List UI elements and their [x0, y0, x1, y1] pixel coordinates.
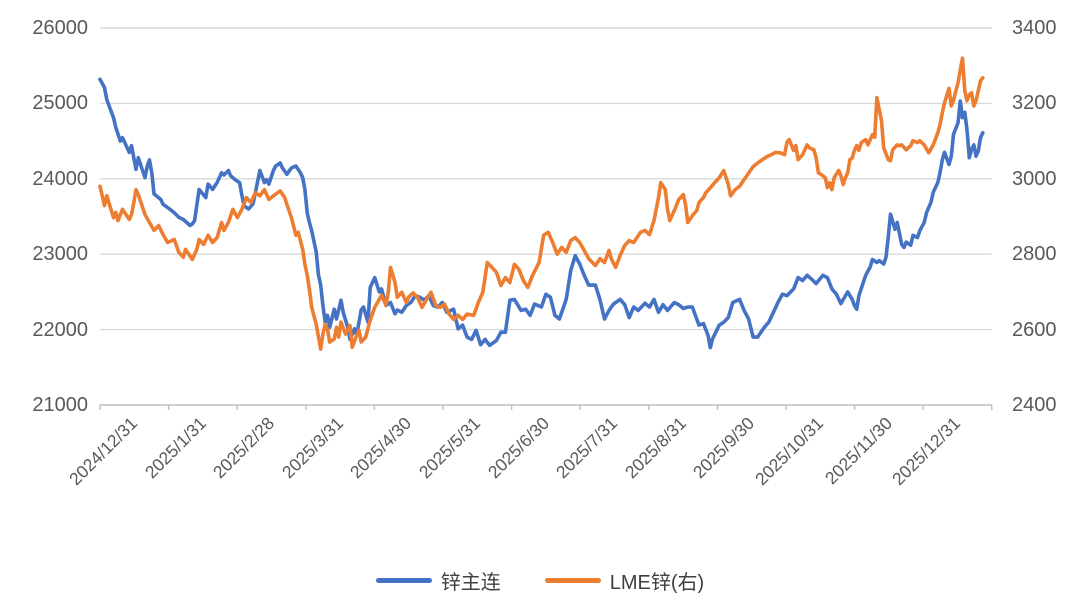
legend-label-zinc-main: 锌主连 — [440, 572, 501, 594]
right-axis-tick-label: 2800 — [1012, 243, 1057, 266]
legend-line-swatch-blue — [375, 578, 432, 583]
legend-item-zinc-main: 锌主连 — [375, 566, 501, 595]
right-axis-tick-label: 2600 — [1012, 318, 1057, 341]
chart-legend: 锌主连 LME锌(右) — [0, 566, 1080, 595]
left-axis-tick-label: 24000 — [32, 167, 88, 190]
left-axis-tick-label: 26000 — [32, 17, 88, 39]
right-axis-tick-label: 3000 — [1012, 167, 1057, 190]
left-axis-tick-label: 23000 — [32, 243, 88, 266]
right-axis-tick-label: 2400 — [1012, 394, 1057, 416]
right-axis-tick-label: 3200 — [1012, 92, 1057, 115]
legend-line-swatch-orange — [544, 578, 601, 583]
right-axis-tick-label: 3400 — [1012, 17, 1057, 39]
legend-item-lme-zinc: LME锌(右) — [544, 566, 705, 595]
series-line-lme-zinc — [98, 56, 985, 352]
left-axis-tick-label: 22000 — [32, 318, 88, 341]
legend-label-lme-zinc: LME锌(右) — [609, 572, 705, 594]
left-axis-tick-label: 21000 — [32, 394, 88, 416]
left-axis-tick-label: 25000 — [32, 92, 88, 115]
